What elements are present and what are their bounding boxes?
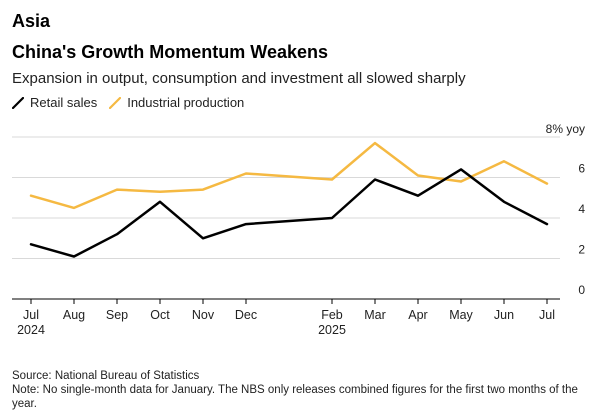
x-tick-label: Nov xyxy=(192,308,215,322)
methodology-note: Note: No single-month data for January. … xyxy=(12,384,578,410)
chart-subtitle: Expansion in output, consumption and inv… xyxy=(12,70,466,87)
legend-label-industrial-production: Industrial production xyxy=(127,95,245,110)
x-tick-label: Apr xyxy=(408,308,427,322)
x-tick-label: Jul xyxy=(23,308,39,322)
chart-footer: Source: National Bureau of Statistics No… xyxy=(12,369,602,411)
x-tick-label: Aug xyxy=(63,308,85,322)
section-kicker: Asia xyxy=(12,11,51,31)
legend-item-retail-sales: Retail sales xyxy=(12,94,97,112)
x-tick-year-label: 2025 xyxy=(318,323,346,337)
industrial-production-line xyxy=(29,141,549,210)
y-tick-label: 8% yoy xyxy=(546,122,585,136)
y-tick-label: 2 xyxy=(578,243,585,257)
x-tick-label: Sep xyxy=(106,308,128,322)
x-tick-label: Oct xyxy=(150,308,170,322)
source-note: Source: National Bureau of Statistics xyxy=(12,370,200,382)
x-tick-label: May xyxy=(449,308,473,322)
x-tick-year-label: 2024 xyxy=(17,323,45,337)
y-tick-label: 6 xyxy=(578,162,585,176)
legend-item-industrial-production: Industrial production xyxy=(109,94,244,112)
y-tick-label: 0 xyxy=(578,283,585,297)
legend-label-retail-sales: Retail sales xyxy=(30,95,98,110)
chart-legend: Retail sales Industrial production xyxy=(12,94,256,112)
x-tick-label: Mar xyxy=(364,308,386,322)
legend-swatch-retail-sales xyxy=(12,97,24,109)
x-tick-label: Dec xyxy=(235,308,257,322)
legend-swatch-industrial-production xyxy=(109,97,122,109)
chart-title: China's Growth Momentum Weakens xyxy=(12,42,328,62)
x-tick-label: Feb xyxy=(321,308,343,322)
y-tick-label: 4 xyxy=(578,202,585,216)
x-tick-label: Jul xyxy=(539,308,555,322)
x-tick-label: Jun xyxy=(494,308,514,322)
retail-sales-line xyxy=(29,168,549,258)
